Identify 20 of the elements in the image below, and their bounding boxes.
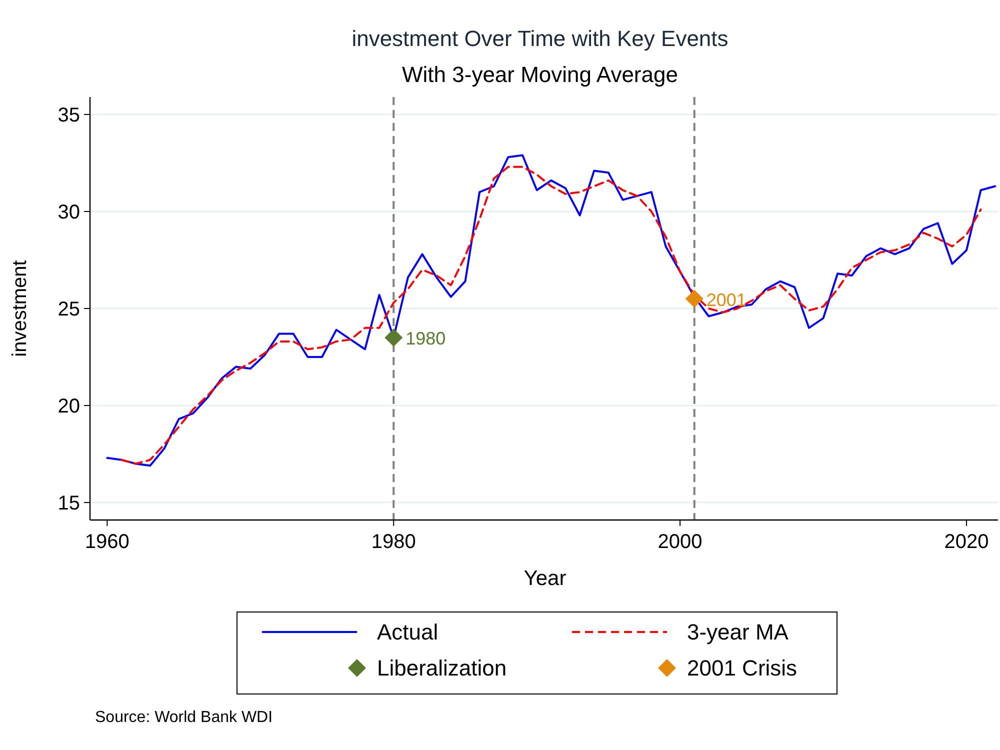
legend-label: 2001 Crisis bbox=[687, 656, 798, 681]
legend-label: Liberalization bbox=[377, 656, 507, 681]
legend-label: 3-year MA bbox=[687, 620, 789, 645]
x-tick-label: 2020 bbox=[944, 531, 989, 553]
y-tick-label: 25 bbox=[58, 298, 80, 320]
source-note: Source: World Bank WDI bbox=[95, 709, 273, 726]
chart-subtitle: With 3-year Moving Average bbox=[402, 62, 678, 87]
chart-title: investment Over Time with Key Events bbox=[352, 26, 728, 51]
y-tick-label: 15 bbox=[58, 492, 80, 515]
y-axis-title: investment bbox=[9, 260, 31, 357]
x-axis-title: Year bbox=[524, 567, 566, 590]
y-tick-label: 35 bbox=[58, 104, 80, 126]
x-tick-label: 2000 bbox=[658, 531, 702, 553]
x-tick-label: 1980 bbox=[371, 531, 416, 553]
annotation: 1980 bbox=[406, 328, 446, 349]
annotation: 2001 bbox=[706, 290, 746, 310]
x-tick-label: 1960 bbox=[84, 531, 130, 553]
y-tick-label: 20 bbox=[58, 396, 80, 418]
y-tick-label: 30 bbox=[58, 201, 80, 224]
legend-label: Actual bbox=[377, 620, 438, 645]
